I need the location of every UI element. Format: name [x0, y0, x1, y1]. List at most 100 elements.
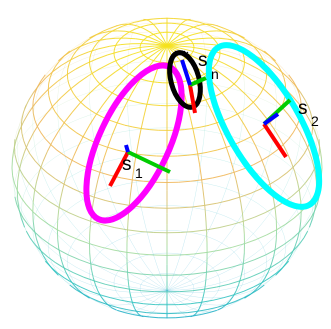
latitude-line — [32, 100, 34, 107]
meridian-line — [260, 168, 265, 180]
meridian-line — [179, 22, 183, 26]
meridian-line — [200, 303, 209, 305]
meridian-line — [187, 295, 199, 298]
latitude-line — [126, 309, 137, 312]
latitude-line — [269, 67, 279, 74]
latitude-line — [264, 249, 276, 256]
latitude-line — [40, 132, 46, 140]
latitude-line — [68, 118, 80, 124]
meridian-line — [140, 19, 144, 21]
latitude-line — [140, 291, 142, 293]
meridian-line — [128, 125, 131, 137]
latitude-line — [144, 24, 150, 27]
meridian-line — [292, 231, 300, 241]
latitude-line — [68, 76, 80, 82]
latitude-line — [204, 286, 217, 290]
meridian-line — [78, 75, 90, 83]
meridian-line — [212, 211, 218, 223]
latitude-line — [85, 37, 91, 43]
meridian-line — [234, 68, 246, 76]
latitude-line — [262, 83, 266, 89]
meridian-line — [199, 27, 202, 33]
latitude-line — [140, 273, 154, 276]
meridian-line — [309, 174, 313, 185]
meridian-line — [297, 181, 301, 193]
svg-text:2: 2 — [311, 113, 319, 129]
meridian-line — [100, 296, 105, 302]
meridian-line — [257, 260, 268, 268]
latitude-line — [25, 147, 31, 155]
sphere-wireframe — [11, 17, 323, 319]
latitude-line — [51, 106, 56, 113]
svg-text:1: 1 — [135, 165, 143, 181]
meridian-line — [33, 203, 40, 213]
latitude-line — [144, 297, 147, 299]
latitude-line — [260, 242, 264, 248]
meridian-line — [45, 221, 54, 231]
meridian-line — [41, 239, 50, 248]
meridian-line — [229, 167, 234, 179]
latitude-line — [91, 258, 95, 263]
meridian-line — [160, 283, 168, 291]
meridian-line — [184, 228, 189, 239]
meridian-line — [133, 301, 142, 304]
latitude-line — [37, 248, 42, 256]
meridian-line — [260, 278, 266, 285]
latitude-line — [274, 60, 280, 67]
latitude-line — [90, 109, 97, 115]
latitude-line — [49, 201, 60, 209]
meridian-line — [42, 151, 48, 162]
latitude-line — [264, 80, 276, 87]
latitude-line — [114, 288, 117, 291]
meridian-line — [267, 178, 272, 190]
meridian-line — [264, 57, 269, 65]
latitude-line — [187, 310, 198, 314]
meridian-line — [95, 105, 104, 116]
latitude-line — [212, 157, 224, 161]
latitude-line — [180, 23, 186, 26]
latitude-line — [83, 138, 95, 143]
meridian-line — [281, 262, 287, 270]
meridian-line — [38, 247, 44, 256]
latitude-line — [298, 237, 305, 245]
meridian-line — [136, 311, 139, 315]
latitude-line — [73, 188, 84, 194]
meridian-line — [126, 311, 132, 313]
latitude-line — [140, 253, 154, 256]
meridian-line — [299, 92, 306, 101]
latitude-line — [143, 303, 156, 306]
meridian-line — [229, 157, 234, 169]
latitude-line — [99, 294, 111, 299]
label-s2: s 2 — [298, 98, 319, 129]
meridian-line — [183, 34, 193, 38]
latitude-line — [193, 271, 207, 275]
meridian-line — [212, 309, 218, 312]
latitude-line — [296, 209, 300, 217]
latitude-line — [140, 102, 147, 105]
latitude-line — [182, 275, 185, 278]
latitude-line — [28, 225, 36, 233]
meridian-line — [52, 60, 59, 67]
meridian-line — [28, 92, 35, 101]
latitude-line — [149, 58, 152, 61]
latitude-line — [23, 110, 29, 118]
meridian-line — [120, 277, 133, 282]
meridian-line — [107, 134, 113, 147]
latitude-line — [190, 294, 192, 297]
meridian-line — [317, 139, 321, 150]
latitude-line — [243, 216, 255, 222]
meridian-line — [127, 114, 130, 126]
latitude-line — [192, 45, 205, 48]
latitude-line — [34, 189, 43, 197]
latitude-line — [128, 234, 135, 237]
meridian-line — [236, 40, 247, 44]
meridian-line — [69, 81, 80, 90]
latitude-line — [217, 304, 227, 308]
meridian-line — [166, 284, 176, 291]
meridian-line — [176, 25, 180, 30]
meridian-line — [216, 30, 225, 32]
latitude-line — [239, 192, 251, 198]
meridian-line — [305, 184, 310, 194]
latitude-line — [298, 175, 305, 182]
meridian-line — [17, 155, 20, 165]
